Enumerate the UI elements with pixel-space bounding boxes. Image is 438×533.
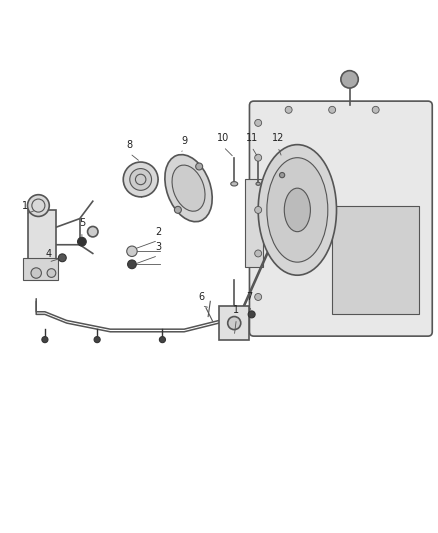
Text: 4: 4: [45, 249, 51, 259]
Bar: [23, 258, 58, 279]
Text: 2: 2: [155, 227, 161, 237]
Bar: [219, 305, 250, 341]
Text: 3: 3: [155, 242, 161, 252]
Circle shape: [254, 206, 261, 213]
Text: 1: 1: [22, 201, 28, 211]
Circle shape: [372, 107, 379, 114]
Circle shape: [123, 162, 158, 197]
Text: 10: 10: [217, 133, 230, 143]
Text: 11: 11: [246, 133, 258, 143]
Ellipse shape: [165, 155, 212, 222]
Circle shape: [58, 254, 66, 262]
Circle shape: [328, 107, 336, 114]
Bar: [245, 180, 262, 266]
Text: 6: 6: [198, 292, 205, 302]
Ellipse shape: [172, 165, 205, 211]
Ellipse shape: [256, 182, 260, 185]
Text: 8: 8: [127, 140, 133, 150]
Circle shape: [130, 168, 152, 190]
Circle shape: [42, 336, 48, 343]
Text: 5: 5: [79, 218, 85, 228]
Circle shape: [341, 71, 358, 88]
Circle shape: [78, 237, 86, 246]
Circle shape: [94, 336, 100, 343]
Ellipse shape: [231, 182, 238, 186]
Ellipse shape: [284, 188, 311, 232]
Circle shape: [196, 163, 203, 170]
Bar: [332, 206, 419, 314]
Circle shape: [88, 227, 98, 237]
Ellipse shape: [258, 144, 336, 275]
Circle shape: [28, 195, 49, 216]
Text: 12: 12: [272, 133, 284, 143]
FancyBboxPatch shape: [250, 101, 432, 336]
Circle shape: [254, 154, 261, 161]
Circle shape: [127, 246, 137, 256]
Circle shape: [127, 260, 136, 269]
Circle shape: [31, 268, 42, 278]
Circle shape: [228, 317, 241, 329]
Text: 1: 1: [233, 305, 240, 315]
Bar: [28, 210, 56, 262]
Circle shape: [279, 173, 285, 177]
Circle shape: [47, 269, 56, 277]
Circle shape: [174, 206, 181, 213]
Circle shape: [254, 294, 261, 301]
Circle shape: [254, 119, 261, 126]
Circle shape: [159, 336, 166, 343]
Circle shape: [285, 107, 292, 114]
Circle shape: [254, 250, 261, 257]
Text: 9: 9: [181, 135, 187, 146]
Ellipse shape: [267, 158, 328, 262]
Circle shape: [248, 311, 255, 318]
Text: 7: 7: [246, 292, 253, 302]
